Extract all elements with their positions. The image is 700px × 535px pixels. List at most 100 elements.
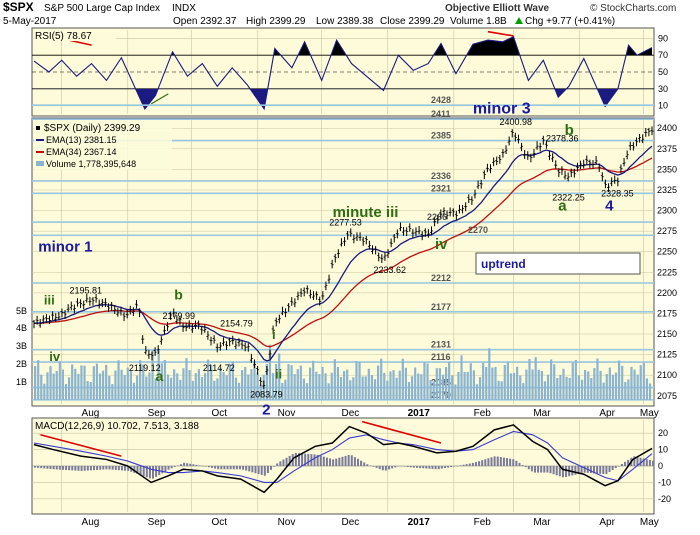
volume-bar xyxy=(414,367,417,400)
volume-bar xyxy=(132,382,136,400)
macd-histogram-bar xyxy=(493,456,496,466)
volume-bar xyxy=(519,375,522,400)
macd-histogram-bar xyxy=(356,458,359,466)
macd-histogram-bar xyxy=(120,466,123,471)
macd-histogram-bar xyxy=(276,463,279,466)
volume-bar xyxy=(77,373,80,400)
wave-label: iv xyxy=(435,236,448,253)
price-tick-label: 2275 xyxy=(657,226,677,236)
volume-bar xyxy=(339,377,343,400)
ohlc-low: Low 2389.38 xyxy=(316,16,374,27)
macd-histogram-bar xyxy=(111,466,114,470)
macd-histogram-bar xyxy=(521,464,524,466)
volume-bar xyxy=(373,379,377,400)
wave-label: minute iii xyxy=(333,204,399,221)
volume-bar xyxy=(123,374,126,400)
macd-histogram-bar xyxy=(633,456,636,466)
volume-bar xyxy=(126,367,129,400)
volume-bar xyxy=(639,365,642,400)
volume-bar xyxy=(225,375,228,400)
macd-histogram-bar xyxy=(217,466,220,470)
macd-divergence-line xyxy=(40,434,122,457)
macd-histogram-bar xyxy=(145,466,148,478)
volume-bar xyxy=(290,365,293,400)
macd-histogram-bar xyxy=(170,466,173,469)
macd-histogram-bar xyxy=(179,464,182,466)
rsi-line xyxy=(33,35,653,111)
volume-bar xyxy=(265,363,268,400)
price-tick-label: 2125 xyxy=(657,350,677,360)
volume-bar xyxy=(614,372,618,400)
volume-bar xyxy=(618,360,621,400)
macd-histogram-bar xyxy=(400,466,403,467)
macd-histogram-bar xyxy=(288,455,291,466)
macd-histogram-bar xyxy=(319,455,322,466)
rsi-level-label: 10 xyxy=(658,101,668,111)
volume-bar xyxy=(250,369,253,400)
volume-bar xyxy=(621,365,624,400)
wave-label: minor 3 xyxy=(473,100,531,117)
macd-histogram-bar xyxy=(307,453,310,466)
volume-bar xyxy=(497,380,500,400)
macd-histogram-bar xyxy=(596,466,599,474)
macd-histogram-bar xyxy=(102,466,105,470)
volume-bar xyxy=(500,381,503,400)
volume-bar xyxy=(642,362,645,400)
volume-bar xyxy=(546,374,550,400)
volume-bar xyxy=(565,376,568,400)
macd-histogram-bar xyxy=(108,466,111,470)
wave-label: minor 1 xyxy=(38,239,92,256)
volume-bar xyxy=(64,384,68,400)
volume-bar xyxy=(309,367,312,400)
volume-bar xyxy=(587,371,590,400)
ohlc-change: Chg +9.77 (+0.41%) xyxy=(525,16,615,27)
volume-bar xyxy=(71,364,74,400)
price-annotation: 2179.99 xyxy=(163,311,196,321)
macd-histogram-bar xyxy=(540,466,543,473)
macd-histogram-bar xyxy=(406,466,409,467)
macd-histogram-bar xyxy=(515,460,518,466)
volume-bar xyxy=(466,371,469,400)
macd-date-label: 2017 xyxy=(408,517,431,528)
volume-bar xyxy=(568,377,571,400)
volume-bar xyxy=(407,382,411,400)
volume-bar xyxy=(444,367,448,400)
volume-bar xyxy=(160,363,163,400)
macd-histogram-bar xyxy=(592,466,595,474)
macd-histogram-bar xyxy=(341,456,344,466)
volume-bar xyxy=(352,377,355,400)
macd-histogram-bar xyxy=(335,458,338,466)
volume-bar xyxy=(537,369,540,400)
macd-histogram-bar xyxy=(55,466,58,470)
volume-bar xyxy=(463,371,466,400)
macd-histogram-bar xyxy=(152,466,155,479)
volume-bar xyxy=(284,379,287,400)
macd-histogram-bar xyxy=(527,466,530,470)
volume-bar xyxy=(349,380,352,400)
volume-bar xyxy=(346,369,349,400)
volume-bar xyxy=(105,364,108,400)
macd-histogram-bar xyxy=(167,466,170,470)
volume-bar xyxy=(95,363,98,400)
rsi-divergence-line xyxy=(150,93,169,105)
macd-histogram-bar xyxy=(530,466,533,472)
macd-histogram-bar xyxy=(571,466,574,476)
volume-bar xyxy=(86,381,89,400)
macd-histogram-bar xyxy=(297,453,300,466)
volume-bar xyxy=(157,350,160,400)
macd-histogram-bar xyxy=(474,462,477,466)
volume-bar xyxy=(410,376,414,400)
rsi-level-label: 50 xyxy=(658,67,668,77)
macd-histogram-bar xyxy=(583,466,586,473)
volume-bar xyxy=(475,384,479,400)
macd-histogram-bar xyxy=(388,466,391,470)
macd-histogram-bar xyxy=(347,455,350,466)
volume-bar xyxy=(509,373,513,400)
volume-bar xyxy=(237,382,241,400)
macd-histogram-bar xyxy=(148,466,151,479)
volume-bar xyxy=(231,361,234,400)
volume-bar xyxy=(386,380,389,400)
macd-histogram-bar xyxy=(549,466,552,474)
macd-histogram-bar xyxy=(555,466,558,476)
